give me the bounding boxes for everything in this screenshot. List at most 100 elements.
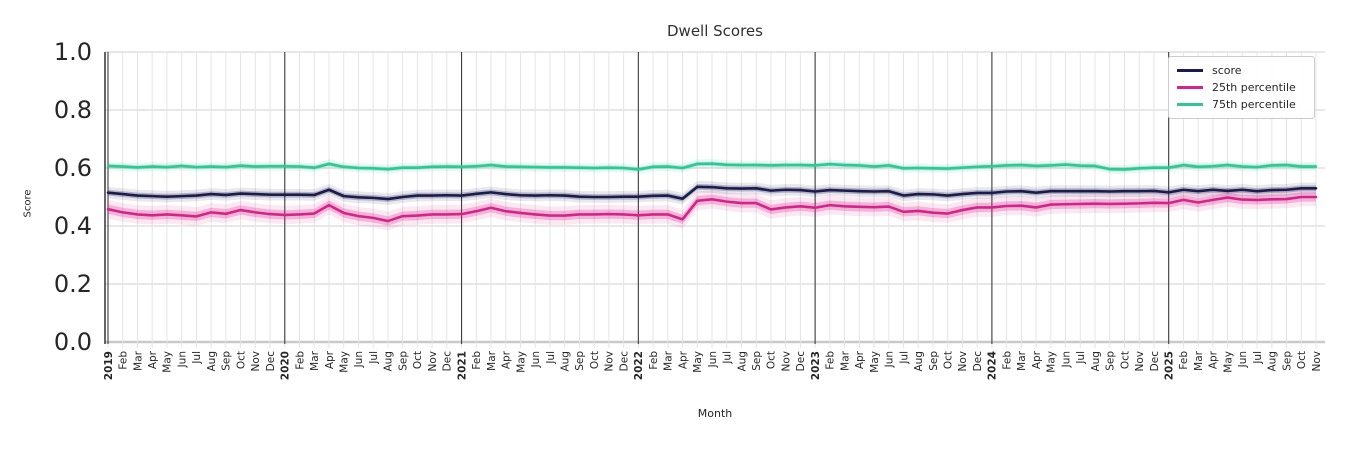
x-tick-label: Aug — [559, 351, 571, 372]
25th-percentile-ci-band — [108, 192, 1316, 226]
x-tick-label: Oct — [412, 351, 424, 369]
x-tick-label: 2024 — [987, 351, 999, 380]
legend-label-75th-percentile: 75th percentile — [1212, 98, 1296, 111]
x-tick-label: Jul — [1252, 351, 1264, 365]
score-ci-band — [108, 181, 1316, 205]
y-tick-label: 0.2 — [54, 270, 92, 298]
x-tick-label: May — [339, 351, 351, 373]
x-tick-label: Jul — [191, 351, 203, 365]
75th-percentile-line — [106, 162, 1318, 171]
25th-percentile-line — [106, 195, 1318, 223]
x-tick-label: Sep — [1105, 351, 1117, 371]
x-tick-label: Dec — [972, 351, 984, 372]
x-tick-label: Aug — [1267, 351, 1279, 372]
75th-percentile-ci-band — [108, 161, 1316, 172]
x-tick-label: Jun — [1237, 351, 1249, 368]
x-tick-label: Apr — [324, 350, 336, 369]
x-tick-label: May — [1046, 351, 1058, 373]
x-tick-label: Oct — [1296, 351, 1308, 369]
x-tick-label: Feb — [825, 351, 837, 370]
x-tick-label: Nov — [1134, 351, 1146, 372]
x-tick-label: 2019 — [103, 351, 115, 380]
x-tick-label: Apr — [147, 350, 159, 369]
x-tick-label: Sep — [574, 351, 586, 371]
x-tick-label: Aug — [383, 351, 395, 372]
x-tick-label: Jul — [368, 351, 380, 365]
75th-percentile-line-swatch — [1177, 103, 1203, 106]
75th-percentile-ci-band — [108, 159, 1316, 175]
x-tick-label: Feb — [118, 351, 130, 370]
x-tick-label: Jun — [176, 351, 188, 368]
x-tick-label: Mar — [1016, 350, 1028, 370]
legend-item-score: score — [1177, 62, 1306, 79]
legend: score 25th percentile 75th percentile — [1168, 56, 1315, 119]
x-tick-label: Oct — [235, 351, 247, 369]
x-tick-label: May — [162, 351, 174, 373]
x-tick-label: Mar — [486, 350, 498, 370]
legend-item-75th-percentile: 75th percentile — [1177, 96, 1306, 113]
x-tick-label: Dec — [1149, 351, 1161, 372]
x-tick-label: 2020 — [280, 351, 292, 380]
x-tick-label: Mar — [309, 350, 321, 370]
x-tick-label: Mar — [1193, 350, 1205, 370]
25th-percentile-ci-band — [108, 187, 1316, 231]
x-tick-label: Jun — [530, 351, 542, 368]
x-tick-label: Mar — [132, 350, 144, 370]
x-tick-label: May — [869, 351, 881, 373]
x-tick-label: Apr — [677, 350, 689, 369]
x-tick-label: Nov — [957, 351, 969, 372]
x-tick-label: Apr — [1208, 350, 1220, 369]
x-tick-label: Sep — [928, 351, 940, 371]
x-tick-label: Apr — [1031, 350, 1043, 369]
x-tick-label: Oct — [766, 351, 778, 369]
x-tick-label: Jun — [884, 351, 896, 368]
x-tick-label: Sep — [1281, 351, 1293, 371]
x-tick-label: 2025 — [1163, 351, 1175, 380]
y-tick-label: 0.6 — [54, 154, 92, 182]
x-tick-label: Oct — [1119, 351, 1131, 369]
x-tick-label: Aug — [913, 351, 925, 372]
y-tick-label: 0.4 — [54, 212, 92, 240]
x-tick-label: Feb — [471, 351, 483, 370]
x-tick-label: Mar — [663, 350, 675, 370]
25th-percentile-line-swatch — [1177, 86, 1203, 89]
legend-item-25th-percentile: 25th percentile — [1177, 79, 1306, 96]
x-tick-label: Jul — [898, 351, 910, 365]
x-tick-label: Dec — [618, 351, 630, 372]
chart-title: Dwell Scores — [667, 22, 763, 40]
score-line — [106, 185, 1318, 201]
x-tick-label: Aug — [206, 351, 218, 372]
x-tick-label: Oct — [589, 351, 601, 369]
x-tick-label: Jun — [1060, 351, 1072, 368]
x-tick-label: Oct — [943, 351, 955, 369]
score-line-swatch — [1177, 69, 1203, 72]
x-tick-label: Mar — [839, 350, 851, 370]
y-tick-label: 0.0 — [54, 328, 92, 356]
x-tick-label: Dec — [442, 351, 454, 372]
x-tick-label: Nov — [604, 351, 616, 372]
x-tick-label: Jul — [722, 351, 734, 365]
x-axis-label: Month — [697, 407, 733, 420]
x-tick-label: Jul — [1075, 351, 1087, 365]
x-tick-label: Apr — [854, 350, 866, 369]
x-tick-label: Sep — [221, 351, 233, 371]
x-tick-label: Jun — [353, 351, 365, 368]
x-tick-label: 2021 — [456, 351, 468, 380]
x-tick-label: Dec — [795, 351, 807, 372]
y-tick-label: 0.8 — [54, 96, 92, 124]
x-tick-label: Jun — [707, 351, 719, 368]
legend-label-score: score — [1212, 64, 1242, 77]
x-tick-label: Sep — [751, 351, 763, 371]
x-tick-label: Feb — [1178, 351, 1190, 370]
x-tick-label: Feb — [294, 351, 306, 370]
x-tick-label: Nov — [427, 351, 439, 372]
x-tick-label: Apr — [501, 350, 513, 369]
legend-label-25th-percentile: 25th percentile — [1212, 81, 1296, 94]
x-tick-label: Aug — [736, 351, 748, 372]
x-tick-label: 2022 — [633, 351, 645, 380]
x-tick-label: Nov — [250, 351, 262, 372]
x-tick-label: Jul — [545, 351, 557, 365]
x-tick-label: 2023 — [810, 351, 822, 380]
